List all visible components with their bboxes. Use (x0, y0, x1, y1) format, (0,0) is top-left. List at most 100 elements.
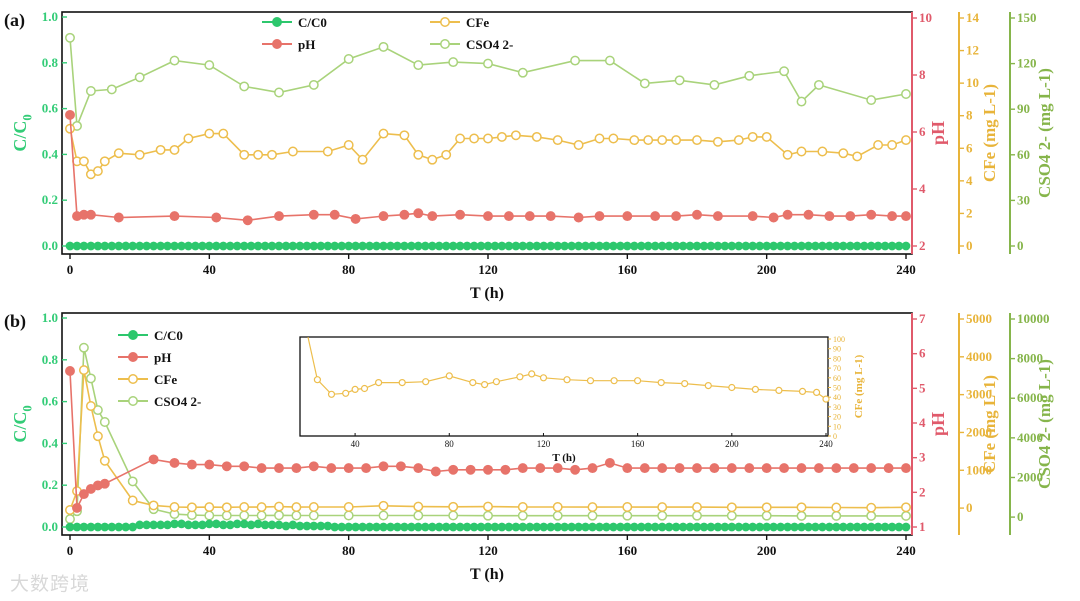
cc0-point (316, 521, 326, 531)
cc0-point (309, 521, 319, 531)
ph-point (901, 463, 911, 474)
inset-cfe-point (445, 372, 453, 380)
cc0-point (699, 522, 709, 532)
cfe-point (134, 149, 145, 160)
cc0-point (267, 520, 277, 530)
ph-point (242, 215, 253, 226)
cc0-point (163, 241, 172, 251)
cc0-point (511, 522, 521, 532)
cc0-point (365, 241, 374, 251)
cso4-point (570, 55, 581, 66)
cc0-point (525, 241, 535, 251)
cc0-point (769, 241, 778, 251)
legend-cso4-marker (128, 396, 138, 406)
ph-point (709, 463, 720, 474)
inset-cfe-point (469, 379, 477, 387)
cc0-point (755, 522, 765, 532)
cso4-point (378, 41, 389, 52)
ph-point (427, 211, 438, 222)
x-tick-label: 80 (342, 543, 355, 558)
cso4-point (813, 79, 824, 90)
cc0-point (288, 241, 298, 251)
cfe-point (747, 131, 758, 142)
cc0-point (894, 241, 904, 251)
cfe-point (796, 146, 807, 157)
ph-point (361, 463, 372, 474)
cso4-tick-label: 150 (1017, 10, 1037, 25)
cc0-point (198, 241, 207, 251)
cc0-point (358, 522, 367, 532)
cc0-point (260, 520, 270, 530)
cc0-point (741, 241, 751, 251)
inset-y-tick-label: 90 (833, 345, 841, 354)
inset-cfe-point (657, 379, 665, 387)
ph-point (779, 463, 790, 474)
cc0-point (595, 241, 604, 251)
cc0-point (211, 241, 221, 251)
cfe-point (343, 502, 354, 512)
cc0-point (225, 241, 235, 251)
cc0-point (650, 522, 660, 532)
inset-cfe-point (704, 382, 712, 390)
inset-cfe-point (751, 385, 760, 393)
cc0-point (727, 241, 737, 251)
cfe-point (413, 149, 424, 160)
ph-point (552, 463, 563, 474)
cc0-point (65, 522, 75, 532)
cfe-point (831, 502, 842, 513)
cc0-point (511, 241, 521, 251)
cc0-point (232, 241, 242, 251)
cso4-point (413, 60, 424, 71)
inset-cfe-point (586, 377, 595, 385)
cfe-point (92, 431, 103, 442)
watermark: 大数跨境 (10, 573, 91, 595)
cfe-tick-label: 4000 (966, 349, 992, 364)
ph-point (587, 463, 598, 474)
cso4-point (657, 510, 668, 521)
cc0-point (149, 520, 158, 530)
cso4-point (692, 510, 702, 521)
cso4-point (622, 510, 633, 521)
cfe-point (483, 133, 493, 144)
cc0-point (901, 522, 911, 532)
ph-point (692, 209, 702, 220)
ph-tick-label: 1 (919, 519, 926, 534)
cc0-point (184, 241, 193, 251)
cso4-point (901, 510, 911, 521)
legend-cc0-marker (128, 330, 138, 340)
cc0-point (783, 241, 792, 251)
ph-point (768, 212, 779, 223)
legend-cc0-label: C/C0 (298, 15, 327, 30)
ph-point (204, 459, 215, 470)
cc0-point (323, 521, 333, 531)
cfe-point (733, 135, 744, 146)
cfe-point (552, 135, 563, 146)
inset-y-tick-label: 40 (833, 393, 841, 402)
cfe-point (253, 149, 264, 160)
cc0-point (664, 241, 674, 251)
cc0-point (845, 241, 855, 251)
inset-cfe-point (728, 383, 736, 392)
cc0-point (267, 241, 277, 251)
cso4-point (106, 84, 117, 95)
cc0-point (636, 241, 646, 251)
ph-tick-label: 6 (919, 124, 926, 139)
cc0-point (372, 241, 381, 251)
cc0-point (741, 522, 751, 532)
cc0-point (567, 241, 576, 251)
cfe-point (155, 144, 166, 155)
cc0-point (344, 241, 354, 251)
cfe-point (873, 140, 884, 150)
cc0-point (748, 241, 758, 251)
ph-point (604, 457, 615, 468)
inset-cfe-point (681, 380, 689, 388)
cfe-point (256, 502, 267, 513)
cc0-point (504, 241, 514, 251)
cc0-point (177, 241, 186, 251)
ph-point (326, 463, 337, 474)
cc0-point (448, 241, 458, 251)
cc0-point (441, 241, 451, 251)
cc0-tick-label: 0.8 (42, 352, 59, 367)
cc0-point (239, 241, 249, 251)
cc0-point (553, 522, 563, 532)
